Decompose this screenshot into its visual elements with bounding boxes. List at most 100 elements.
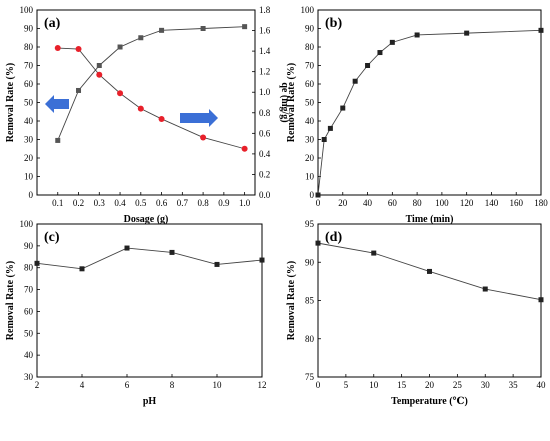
y-axis-label: Removal Rate (%) <box>5 261 16 340</box>
data-point <box>96 71 103 78</box>
x-tick-label: 40 <box>537 380 547 390</box>
data-point <box>482 286 488 292</box>
x-tick-label: 0.3 <box>94 198 106 208</box>
panel-tag: (c) <box>44 230 60 245</box>
data-point <box>464 30 470 36</box>
x-tick-label: 40 <box>363 198 373 208</box>
y-tick-label: 10 <box>24 172 34 182</box>
x-tick-label: 0.5 <box>135 198 147 208</box>
series-line-2 <box>57 47 245 150</box>
data-point <box>75 46 82 53</box>
y-tick-label: 60 <box>24 79 34 89</box>
x-tick-label: 4 <box>80 380 85 390</box>
data-point <box>371 250 377 256</box>
data-point <box>259 257 265 263</box>
y-tick-label: 50 <box>305 98 315 108</box>
y-axis-label: Removal Rate (%) <box>286 261 297 340</box>
x-tick-label: 8 <box>170 380 175 390</box>
y2-tick-label: 1.6 <box>259 26 271 36</box>
x-tick-label: 160 <box>509 198 523 208</box>
data-point <box>327 125 333 131</box>
x-tick-label: 0 <box>316 380 321 390</box>
x-axis-label: Time (min) <box>406 214 454 225</box>
y-tick-label: 60 <box>305 79 315 89</box>
y-tick-label: 30 <box>305 135 315 145</box>
data-point <box>169 249 175 255</box>
y2-tick-label: 0.8 <box>259 108 271 118</box>
data-point <box>117 90 124 97</box>
y-tick-label: 90 <box>305 24 315 34</box>
plot-frame <box>36 223 263 378</box>
x-tick-label: 35 <box>509 380 519 390</box>
panel-tag: (b) <box>325 16 342 31</box>
data-point <box>137 105 144 112</box>
y2-tick-label: 1.2 <box>259 67 270 77</box>
data-point <box>79 266 85 272</box>
y-tick-label: 10 <box>305 172 315 182</box>
chart-panel-2: 0 20 40 60 80 100 120 140 160 180 0 10 20 30 40 50 60 70 8… <box>286 5 548 225</box>
y-axis-label: Removal Rate (%) <box>286 63 297 142</box>
y-tick-label: 60 <box>24 306 34 316</box>
y2-tick-label: 0.6 <box>259 128 271 138</box>
y2-tick-label: 1.0 <box>259 87 271 97</box>
x-axis-label: Temperature (℃) <box>391 396 468 407</box>
data-point <box>414 32 420 38</box>
x-tick-label: 0.1 <box>52 198 63 208</box>
y-tick-label: 80 <box>24 42 34 52</box>
data-point <box>214 261 220 267</box>
x-tick-label: 30 <box>481 380 491 390</box>
y-tick-label: 80 <box>305 334 315 344</box>
data-point <box>54 45 61 52</box>
y-tick-label: 70 <box>24 61 34 71</box>
data-point <box>321 137 327 142</box>
x-tick-label: 1.0 <box>239 198 251 208</box>
x-axis-label: Dosage (g) <box>124 214 169 225</box>
data-point <box>124 245 130 251</box>
data-point <box>96 63 102 68</box>
arrow-left <box>45 95 69 113</box>
data-point <box>315 192 321 198</box>
y-tick-label: 70 <box>24 285 34 295</box>
x-tick-label: 10 <box>213 380 223 390</box>
data-point <box>200 26 206 31</box>
data-point <box>538 27 544 33</box>
data-point <box>241 145 248 152</box>
y2-tick-label: 1.4 <box>259 46 271 56</box>
plot-frame <box>317 223 542 378</box>
x-tick-label: 0 <box>316 198 321 208</box>
y-tick-label: 50 <box>24 98 34 108</box>
y-tick-label: 85 <box>305 296 315 306</box>
x-tick-label: 0.2 <box>73 198 84 208</box>
x-tick-label: 0.9 <box>218 198 230 208</box>
x-tick-label: 6 <box>125 380 130 390</box>
y-tick-label: 20 <box>305 153 315 163</box>
y-tick-label: 40 <box>24 116 34 126</box>
x-tick-label: 20 <box>425 380 435 390</box>
data-point <box>365 63 371 68</box>
data-point <box>76 87 82 93</box>
x-tick-label: 5 <box>344 380 349 390</box>
panel-tag: (a) <box>44 16 61 31</box>
y2-axis-label: qe (mg/g) <box>279 82 290 122</box>
y-tick-label: 40 <box>24 350 34 360</box>
x-tick-label: 100 <box>435 198 449 208</box>
y-tick-label: 50 <box>24 328 34 338</box>
plot-frame <box>36 9 256 196</box>
data-point <box>352 78 358 84</box>
data-point <box>55 137 61 143</box>
y-tick-label: 30 <box>24 372 34 382</box>
data-point <box>138 35 144 41</box>
y-tick-label: 95 <box>305 219 315 229</box>
y2-tick-label: 0.4 <box>259 149 271 159</box>
x-tick-label: 10 <box>369 380 379 390</box>
chart-panel-1: 0.1 0.2 0.3 0.4 0.5 0.6 0.7 0.8 0.9 1.0 0 10 20 30 40 5… <box>5 5 290 225</box>
x-tick-label: 25 <box>453 380 463 390</box>
x-tick-label: 0.4 <box>114 198 126 208</box>
data-point <box>159 27 165 33</box>
data-point <box>242 24 248 30</box>
y-tick-label: 70 <box>305 61 315 71</box>
chart-panel-4: 0 5 10 15 20 25 30 35 40 75 80 85 90 95 Temperature (℃… <box>286 219 546 407</box>
x-tick-label: 0.6 <box>156 198 168 208</box>
x-tick-label: 80 <box>413 198 423 208</box>
series-line-1 <box>36 247 263 270</box>
